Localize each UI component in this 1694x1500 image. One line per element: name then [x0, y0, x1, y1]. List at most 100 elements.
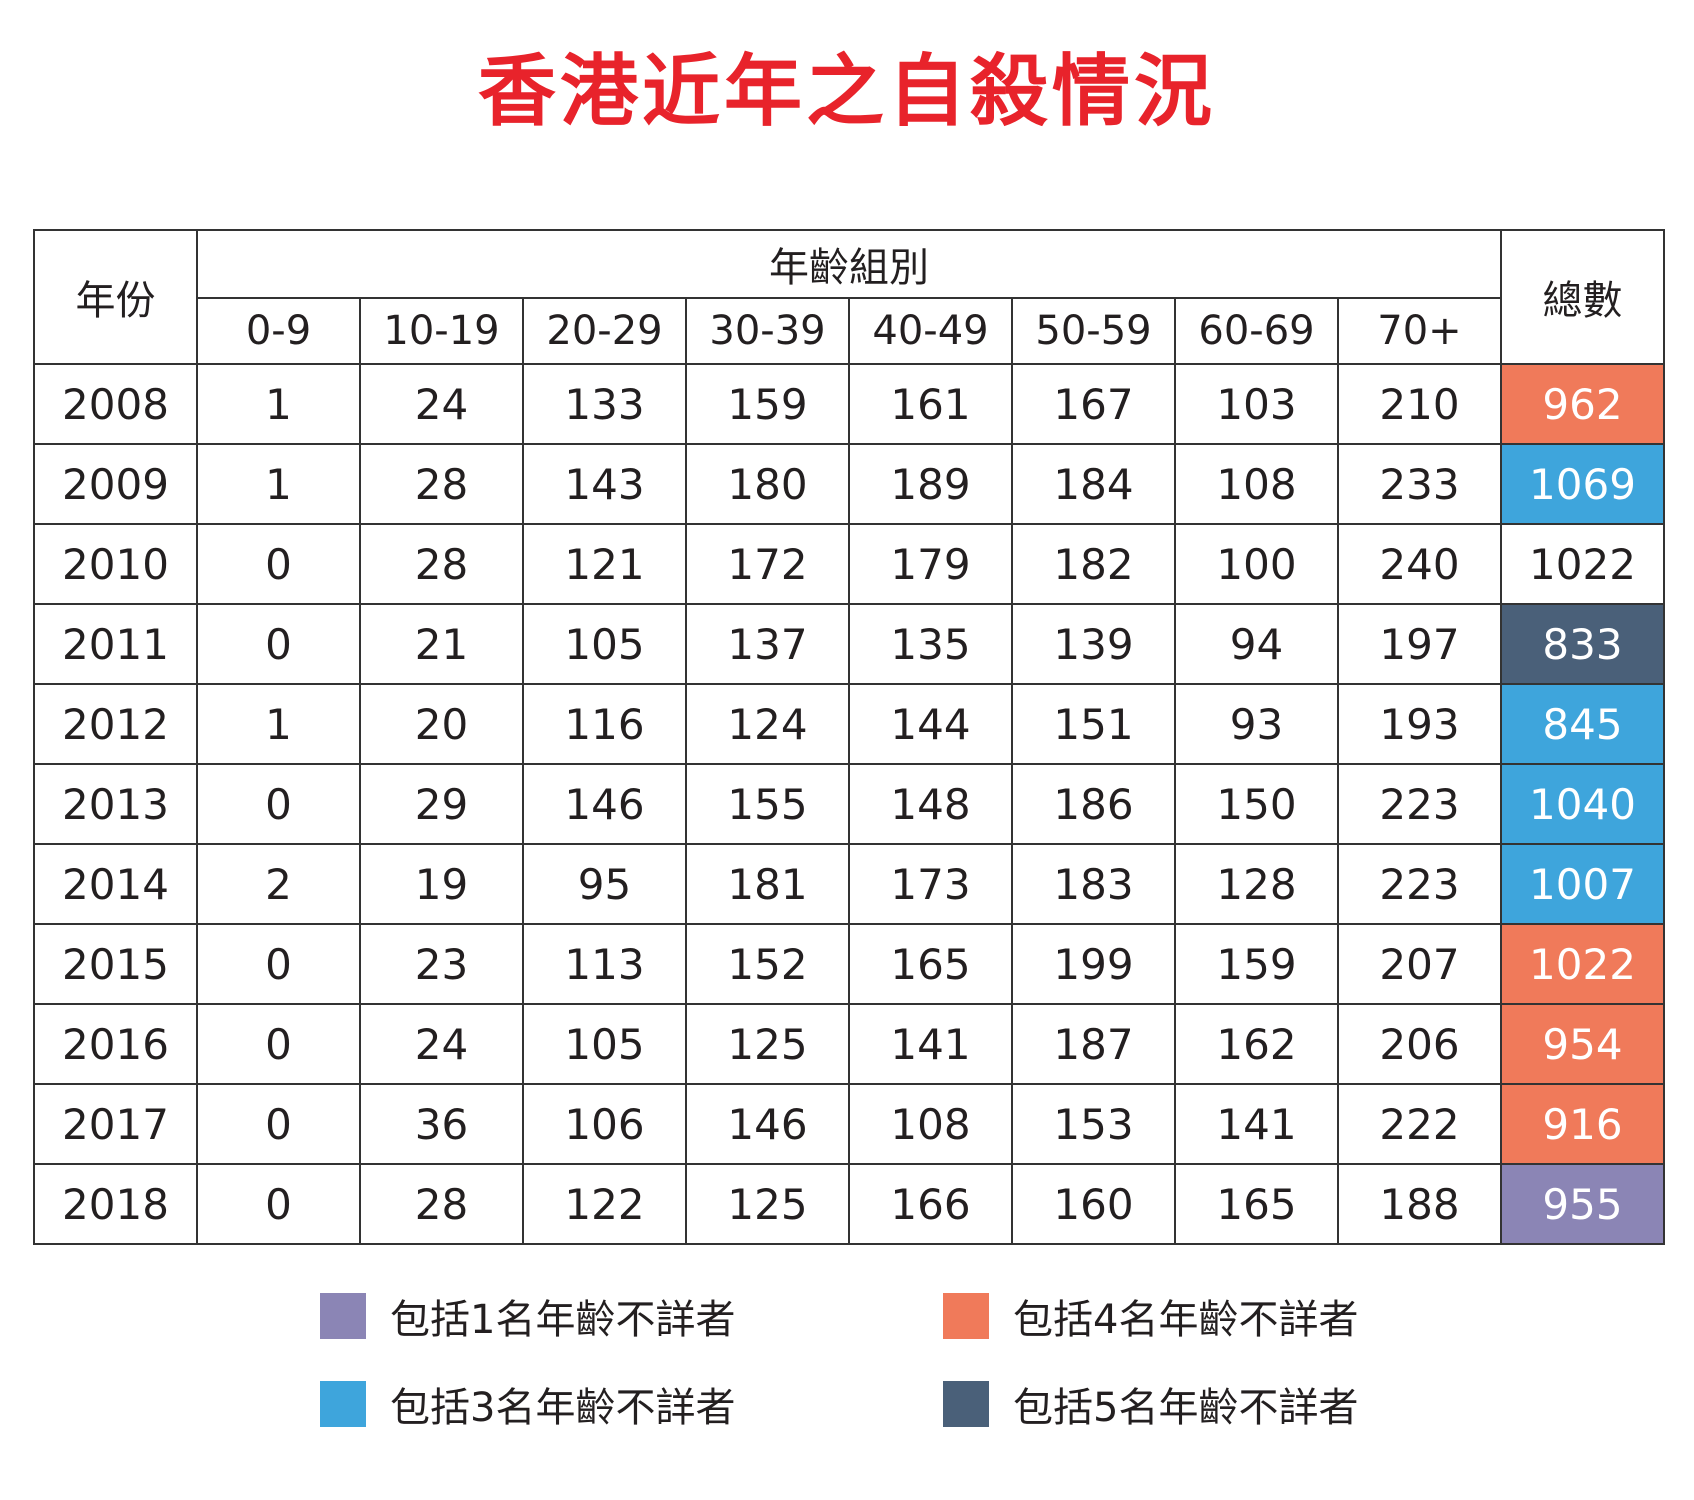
value-cell: 207 — [1337, 923, 1502, 1005]
value-cell: 193 — [1337, 683, 1502, 765]
year-cell: 2016 — [33, 1003, 198, 1085]
total-cell: 955 — [1500, 1163, 1665, 1245]
value-cell: 2 — [196, 843, 361, 925]
value-cell: 125 — [685, 1163, 850, 1245]
value-cell: 152 — [685, 923, 850, 1005]
value-cell: 146 — [522, 763, 687, 845]
value-cell: 210 — [1337, 363, 1502, 445]
value-cell: 184 — [1011, 443, 1176, 525]
value-cell: 106 — [522, 1083, 687, 1165]
legend-swatch — [320, 1293, 366, 1339]
age-group-header-cell: 60-69 — [1174, 297, 1339, 365]
year-cell: 2018 — [33, 1163, 198, 1245]
year-cell: 2009 — [33, 443, 198, 525]
value-cell: 151 — [1011, 683, 1176, 765]
value-cell: 188 — [1337, 1163, 1502, 1245]
total-cell: 1040 — [1500, 763, 1665, 845]
legend-label: 包括3名年齡不詳者 — [390, 1385, 736, 1431]
value-cell: 19 — [359, 843, 524, 925]
value-cell: 121 — [522, 523, 687, 605]
value-cell: 153 — [1011, 1083, 1176, 1165]
value-cell: 222 — [1337, 1083, 1502, 1165]
legend-label: 包括4名年齡不詳者 — [1013, 1297, 1359, 1343]
table-row: 2010 0 28 121 172 179 182 100 240 1022 — [33, 523, 1665, 605]
value-cell: 1 — [196, 363, 361, 445]
value-cell: 23 — [359, 923, 524, 1005]
value-cell: 122 — [522, 1163, 687, 1245]
value-cell: 160 — [1011, 1163, 1176, 1245]
value-cell: 103 — [1174, 363, 1339, 445]
value-cell: 167 — [1011, 363, 1176, 445]
total-cell: 1022 — [1500, 523, 1665, 605]
value-cell: 173 — [848, 843, 1013, 925]
total-cell: 1007 — [1500, 843, 1665, 925]
age-group-header-cell: 20-29 — [522, 297, 687, 365]
value-cell: 166 — [848, 1163, 1013, 1245]
value-cell: 180 — [685, 443, 850, 525]
value-cell: 146 — [685, 1083, 850, 1165]
table-row: 2012 1 20 116 124 144 151 93 193 845 — [33, 683, 1665, 765]
value-cell: 24 — [359, 1003, 524, 1085]
table-row: 2018 0 28 122 125 166 160 165 188 955 — [33, 1163, 1665, 1245]
value-cell: 28 — [359, 443, 524, 525]
value-cell: 223 — [1337, 763, 1502, 845]
value-cell: 125 — [685, 1003, 850, 1085]
value-cell: 100 — [1174, 523, 1339, 605]
value-cell: 148 — [848, 763, 1013, 845]
value-cell: 165 — [848, 923, 1013, 1005]
value-cell: 159 — [1174, 923, 1339, 1005]
total-cell: 833 — [1500, 603, 1665, 685]
age-group-header-cell: 10-19 — [359, 297, 524, 365]
value-cell: 143 — [522, 443, 687, 525]
value-cell: 181 — [685, 843, 850, 925]
legend-label: 包括5名年齡不詳者 — [1013, 1385, 1359, 1431]
value-cell: 105 — [522, 1003, 687, 1085]
total-cell: 1069 — [1500, 443, 1665, 525]
legend-item: 包括1名年齡不詳者 — [320, 1292, 735, 1343]
total-cell: 916 — [1500, 1083, 1665, 1165]
value-cell: 128 — [1174, 843, 1339, 925]
legend-item: 包括5名年齡不詳者 — [943, 1380, 1358, 1431]
age-group-header-cell: 30-39 — [685, 297, 850, 365]
table-row: 2017 0 36 106 146 108 153 141 222 916 — [33, 1083, 1665, 1165]
year-cell: 2008 — [33, 363, 198, 445]
total-column-header: 總數 — [1500, 229, 1665, 365]
total-cell: 954 — [1500, 1003, 1665, 1085]
value-cell: 0 — [196, 1163, 361, 1245]
value-cell: 95 — [522, 843, 687, 925]
legend-label: 包括1名年齡不詳者 — [390, 1297, 736, 1343]
value-cell: 162 — [1174, 1003, 1339, 1085]
value-cell: 206 — [1337, 1003, 1502, 1085]
legend-item: 包括4名年齡不詳者 — [943, 1292, 1358, 1343]
page-title: 香港近年之自殺情況 — [477, 47, 1216, 137]
year-cell: 2010 — [33, 523, 198, 605]
value-cell: 223 — [1337, 843, 1502, 925]
year-cell: 2017 — [33, 1083, 198, 1165]
value-cell: 0 — [196, 603, 361, 685]
value-cell: 124 — [685, 683, 850, 765]
legend-swatch — [943, 1381, 989, 1427]
value-cell: 141 — [848, 1003, 1013, 1085]
value-cell: 159 — [685, 363, 850, 445]
value-cell: 29 — [359, 763, 524, 845]
value-cell: 186 — [1011, 763, 1176, 845]
table-row: 2014 2 19 95 181 173 183 128 223 1007 — [33, 843, 1665, 925]
value-cell: 0 — [196, 1083, 361, 1165]
value-cell: 183 — [1011, 843, 1176, 925]
value-cell: 116 — [522, 683, 687, 765]
year-cell: 2011 — [33, 603, 198, 685]
value-cell: 0 — [196, 523, 361, 605]
year-cell: 2014 — [33, 843, 198, 925]
year-cell: 2015 — [33, 923, 198, 1005]
suicide-table: 年份 年齡組別 總數 0-9 10-19 20-29 30-39 40-49 50-59 6… — [33, 229, 1665, 1245]
age-group-header-cell: 40-49 — [848, 297, 1013, 365]
value-cell: 36 — [359, 1083, 524, 1165]
table-row: 2016 0 24 105 125 141 187 162 206 954 — [33, 1003, 1665, 1085]
total-cell: 1022 — [1500, 923, 1665, 1005]
value-cell: 135 — [848, 603, 1013, 685]
age-group-header-cell: 70+ — [1337, 297, 1502, 365]
legend-swatch — [943, 1293, 989, 1339]
value-cell: 1 — [196, 683, 361, 765]
table-row: 2013 0 29 146 155 148 186 150 223 1040 — [33, 763, 1665, 845]
year-cell: 2013 — [33, 763, 198, 845]
